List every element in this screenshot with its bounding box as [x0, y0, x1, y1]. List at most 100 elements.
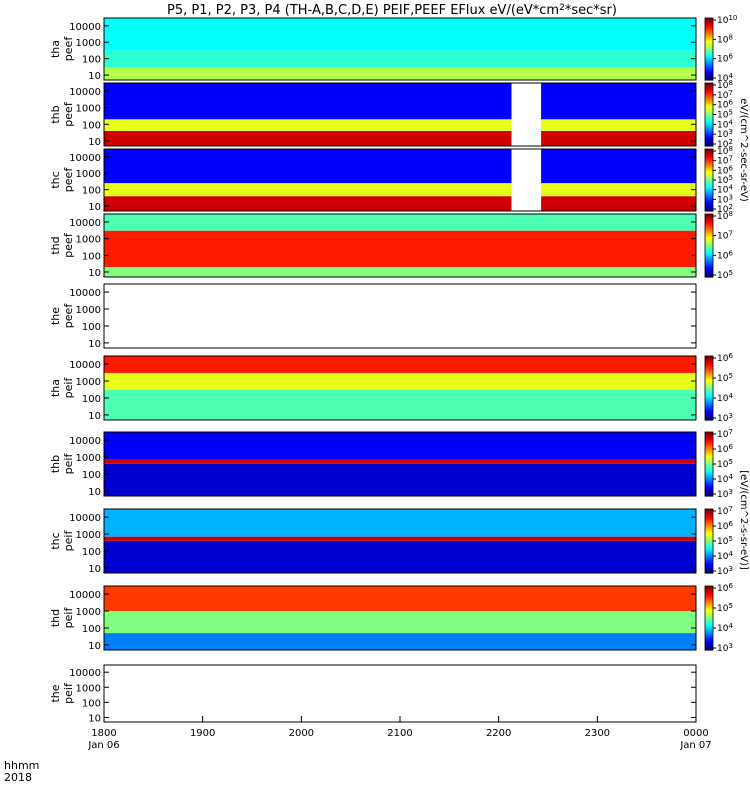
colorbar-ion-c: 103 104 105 106 107 [704, 505, 733, 577]
panel-tha_peif: 10 100 1000 10000 tha peif [49, 355, 697, 422]
colorbar-swatch [705, 239, 713, 242]
colorbar-swatch [705, 466, 713, 469]
colorbar-swatch [705, 639, 713, 643]
colorbar-swatch [705, 139, 713, 143]
colorbar-swatch [705, 46, 713, 50]
colorbar-swatch [705, 478, 713, 482]
colorbar-swatch [705, 83, 713, 86]
colorbar-tick-label: 106 [717, 164, 733, 176]
time-tick-label: 1900 [190, 728, 215, 739]
colorbar-swatch [705, 89, 713, 92]
colorbar-swatch [705, 104, 713, 107]
colorbar-swatch [705, 198, 713, 202]
colorbar-swatch [705, 262, 713, 265]
colorbar-swatch [705, 411, 713, 415]
energy-tick-label: 10 [88, 137, 101, 148]
data-gap [511, 83, 542, 146]
colorbar-swatch [705, 444, 713, 448]
colorbar-swatch [705, 468, 713, 471]
colorbar-swatch [705, 541, 713, 544]
panel-frame [103, 82, 697, 147]
spectrogram-band [104, 356, 696, 373]
panel-probe-label: tha [49, 379, 62, 397]
colorbar-swatch [705, 590, 713, 593]
colorbar-ion-b: 103 104 105 106 107 [704, 428, 733, 500]
colorbar-swatch [705, 141, 713, 145]
colorbar-swatch [705, 407, 713, 410]
energy-tick-label: 100 [82, 186, 101, 197]
colorbar-swatch [705, 137, 713, 141]
colorbar-swatch [705, 251, 713, 255]
colorbar-swatch [705, 120, 713, 124]
colorbar-swatch [705, 149, 713, 152]
panel-probe-label: thd [49, 236, 62, 254]
colorbar-swatch [705, 258, 713, 261]
colorbar-swatch [705, 169, 713, 173]
colorbar-swatch [705, 568, 713, 572]
colorbar-swatch [705, 167, 713, 171]
colorbar-swatch [705, 375, 713, 378]
energy-tick-label: 1000 [76, 530, 101, 541]
colorbar-swatch [705, 108, 713, 111]
energy-tick-label: 100 [82, 547, 101, 558]
colorbar-swatch [705, 392, 713, 395]
colorbar-swatch [705, 398, 713, 402]
colorbar-swatch [705, 118, 713, 122]
energy-tick-label: 10000 [69, 436, 101, 447]
colorbar-swatch [705, 534, 713, 538]
colorbar-swatch [705, 241, 713, 244]
colorbar-swatch [705, 538, 713, 542]
energy-tick-label: 100 [82, 624, 101, 635]
colorbar-swatch [705, 264, 713, 268]
colorbar-swatch [705, 385, 713, 389]
colorbar-swatch [705, 570, 713, 574]
colorbar-swatch [705, 38, 713, 42]
colorbar-swatch [705, 413, 713, 417]
colorbar-swatch [705, 545, 713, 548]
energy-tick-label: 1000 [76, 453, 101, 464]
colorbar-swatch [705, 63, 713, 67]
spectrogram-band [104, 83, 696, 120]
panel-product-label: peef [62, 101, 75, 127]
colorbar-swatch [705, 182, 713, 185]
spectrogram-band [104, 540, 696, 573]
energy-tick-label: 10000 [69, 87, 101, 98]
energy-tick-label: 1000 [76, 305, 101, 316]
colorbar-swatch [705, 491, 713, 495]
colorbar-swatch [705, 202, 713, 206]
colorbar-ion-d: 103 104 105 106 [704, 582, 733, 654]
colorbar-frame [704, 17, 714, 81]
colorbar-tick-label: 103 [717, 642, 733, 654]
panel-probe-label: thd [49, 609, 62, 627]
panel-probe-label: thc [49, 171, 62, 188]
colorbar-ion-a: 103 104 105 106 [704, 352, 733, 424]
colorbar-swatch [705, 635, 713, 638]
colorbar-swatch [705, 528, 713, 531]
colorbar-swatch [705, 400, 713, 404]
colorbar-swatch [705, 71, 713, 75]
colorbar-swatch [705, 628, 713, 632]
colorbar-swatch [705, 620, 713, 623]
colorbar-swatch [705, 220, 713, 223]
time-tick-label: 0000 [683, 728, 708, 739]
spectrogram-band [104, 372, 696, 390]
energy-tick-label: 100 [82, 394, 101, 405]
colorbar-swatch [705, 481, 713, 484]
energy-tick-label: 100 [82, 55, 101, 66]
spectrogram-band [104, 536, 696, 541]
energy-tick-label: 10 [88, 487, 101, 498]
colorbar-swatch [705, 409, 713, 413]
colorbar-swatch [705, 192, 713, 196]
spectrogram-band [104, 463, 696, 496]
colorbar-swatch [705, 55, 713, 58]
panel-tha_peef: 10 100 1000 10000 tha peef [49, 17, 697, 82]
colorbar-swatch [705, 588, 713, 591]
colorbar-swatch [705, 598, 713, 602]
colorbar-swatch [705, 611, 713, 615]
panel-product-label: peif [62, 607, 75, 629]
colorbar-swatch [705, 51, 713, 54]
colorbar-swatch [705, 173, 713, 177]
colorbar-swatch [705, 461, 713, 465]
colorbar-swatch [705, 464, 713, 467]
